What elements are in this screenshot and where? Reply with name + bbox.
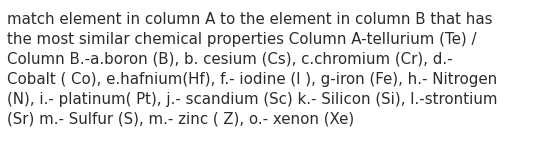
Text: match element in column A to the element in column B that has
the most similar c: match element in column A to the element… — [7, 12, 498, 127]
